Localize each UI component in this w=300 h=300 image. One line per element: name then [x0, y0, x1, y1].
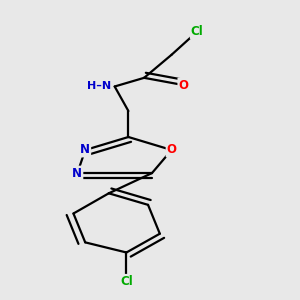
Text: Cl: Cl — [191, 25, 203, 38]
Text: N: N — [80, 143, 90, 157]
Text: O: O — [178, 79, 188, 92]
Text: N: N — [72, 167, 82, 180]
Text: Cl: Cl — [120, 275, 133, 288]
Text: H–N: H–N — [87, 82, 111, 92]
Text: O: O — [167, 143, 177, 157]
